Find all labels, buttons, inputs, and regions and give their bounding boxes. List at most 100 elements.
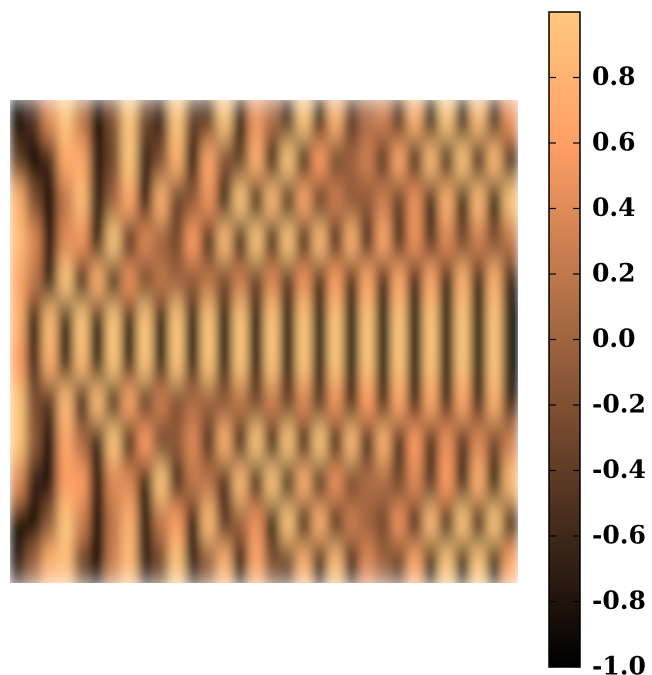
heatmap-cell — [105, 381, 122, 423]
heatmap-cell — [57, 100, 74, 141]
heatmap-cell — [41, 261, 59, 302]
heatmap-cell — [343, 261, 360, 302]
heatmap-cell — [375, 140, 392, 181]
heatmap-cell — [327, 220, 344, 262]
heatmap-cell — [41, 422, 59, 463]
heatmap-cell — [152, 220, 170, 262]
heatmap-cell — [121, 301, 138, 342]
heatmap-cell — [438, 462, 455, 503]
heatmap-cell — [248, 140, 265, 181]
heatmap-cell — [359, 341, 376, 383]
heatmap-cell — [279, 542, 297, 583]
heatmap-cell — [438, 381, 455, 423]
heatmap-cell — [406, 261, 424, 302]
heatmap-cell — [73, 140, 90, 181]
heatmap-cell — [232, 422, 249, 463]
heatmap-cell — [248, 381, 265, 423]
heatmap-cell — [73, 542, 90, 583]
colorbar-tick-label: -0.6 — [592, 521, 646, 550]
heatmap-cell — [168, 502, 186, 544]
heatmap-cell — [200, 341, 217, 383]
heatmap-cell — [359, 100, 376, 141]
heatmap-cell — [184, 180, 201, 222]
heatmap-cell — [375, 100, 392, 141]
heatmap-cell — [295, 180, 313, 222]
heatmap-cell — [184, 462, 201, 503]
heatmap-cell — [454, 422, 471, 463]
heatmap-cell — [486, 502, 503, 544]
heatmap-cell — [486, 542, 503, 583]
heatmap-cell — [216, 462, 233, 503]
heatmap-cell — [57, 502, 74, 544]
heatmap-cell — [406, 381, 424, 423]
heatmap-cell — [184, 261, 201, 302]
heatmap-cell — [470, 220, 487, 262]
heatmap-cell — [264, 301, 281, 342]
heatmap-cell — [438, 341, 455, 383]
heatmap-cell — [121, 381, 138, 423]
heatmap-cell — [359, 301, 376, 342]
heatmap-cell — [25, 381, 43, 423]
heatmap-cell — [105, 341, 122, 383]
heatmap-cell — [375, 220, 392, 262]
heatmap-cell — [216, 180, 233, 222]
heatmap-cell — [41, 341, 59, 383]
heatmap-cell — [470, 502, 487, 544]
heatmap-cell — [73, 180, 90, 222]
heatmap-cell — [25, 341, 43, 383]
heatmap-cell — [232, 301, 249, 342]
heatmap-cell — [279, 381, 297, 423]
heatmap-cell — [89, 381, 106, 423]
heatmap-cell — [486, 140, 503, 181]
heatmap-cell — [295, 301, 313, 342]
heatmap-cell — [152, 422, 170, 463]
heatmap-cell — [391, 542, 408, 583]
heatmap-cell — [184, 301, 201, 342]
heatmap-cell — [73, 220, 90, 262]
heatmap-cell — [89, 301, 106, 342]
heatmap-cell — [248, 301, 265, 342]
heatmap-cell — [10, 341, 27, 383]
heatmap-cell — [216, 140, 233, 181]
heatmap-cell — [406, 100, 424, 141]
heatmap-cell — [391, 341, 408, 383]
heatmap-cell — [10, 140, 27, 181]
heatmap-cell — [121, 341, 138, 383]
heatmap-cell — [438, 180, 455, 222]
heatmap-cell — [375, 462, 392, 503]
heatmap-cell — [502, 140, 518, 181]
heatmap-cell — [248, 220, 265, 262]
heatmap-cell — [502, 381, 518, 423]
heatmap-cell — [216, 261, 233, 302]
heatmap-cell — [232, 542, 249, 583]
heatmap-cell — [200, 422, 217, 463]
heatmap-cell — [279, 341, 297, 383]
heatmap-cell — [152, 261, 170, 302]
heatmap-cell — [137, 462, 154, 503]
heatmap-cell — [121, 220, 138, 262]
heatmap-cell — [295, 381, 313, 423]
heatmap-cell — [41, 542, 59, 583]
heatmap-cell — [200, 140, 217, 181]
heatmap-cell — [359, 261, 376, 302]
heatmap-cell — [137, 422, 154, 463]
heatmap-cell — [327, 100, 344, 141]
heatmap-cell — [327, 180, 344, 222]
heatmap-cell — [152, 462, 170, 503]
heatmap-cell — [25, 542, 43, 583]
heatmap-cell — [438, 140, 455, 181]
heatmap-cell — [470, 381, 487, 423]
heatmap-cell — [343, 542, 360, 583]
heatmap-cell — [470, 180, 487, 222]
heatmap-cell — [359, 140, 376, 181]
heatmap-cell — [121, 140, 138, 181]
heatmap-cell — [470, 100, 487, 141]
heatmap-cell — [470, 261, 487, 302]
heatmap-cell — [152, 341, 170, 383]
heatmap-cell — [248, 422, 265, 463]
heatmap-cell — [57, 301, 74, 342]
heatmap-cell — [105, 462, 122, 503]
heatmap-cell — [25, 462, 43, 503]
heatmap-cell — [89, 502, 106, 544]
heatmap-cell — [454, 180, 471, 222]
